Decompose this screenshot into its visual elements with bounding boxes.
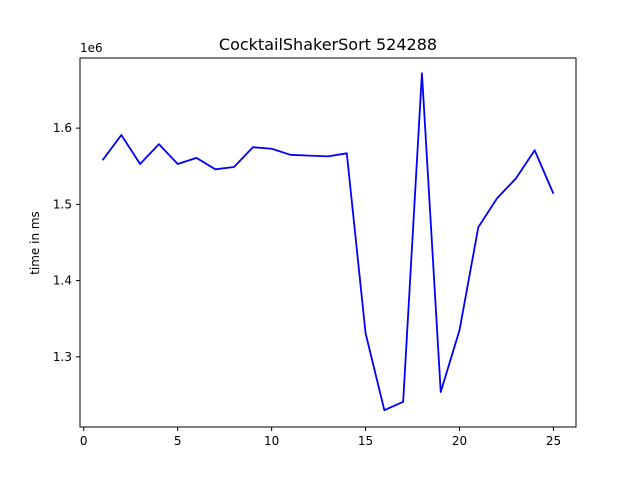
x-tick-label: 15 xyxy=(358,434,373,448)
x-tick-label: 10 xyxy=(264,434,279,448)
x-tick-label: 20 xyxy=(452,434,467,448)
axes-frame xyxy=(79,57,577,428)
plot-series xyxy=(101,72,555,412)
y-axis-ticks: 1.3 1.4 1.5 1.6 xyxy=(53,121,80,364)
x-tick-label: 25 xyxy=(546,434,561,448)
y-tick-label: 1.3 xyxy=(53,350,72,364)
series-line xyxy=(101,72,555,412)
x-tick-label: 5 xyxy=(174,434,182,448)
y-tick-label: 1.6 xyxy=(53,121,72,135)
x-tick-label: 0 xyxy=(80,434,88,448)
x-axis-ticks: 0 5 10 15 20 25 xyxy=(80,427,561,448)
y-axis-label: time in ms xyxy=(28,211,42,275)
y-tick-label: 1.4 xyxy=(53,274,72,288)
chart-title: CocktailShakerSort 524288 xyxy=(219,35,437,54)
y-tick-label: 1.5 xyxy=(53,197,72,211)
y-offset-label: 1e6 xyxy=(80,41,103,55)
